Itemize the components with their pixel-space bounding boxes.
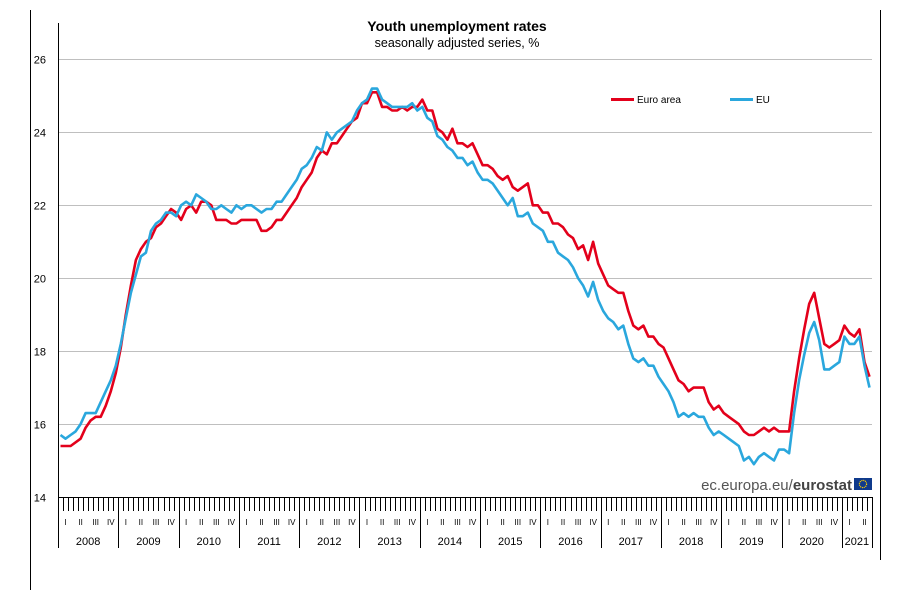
x-quarter-label: IV — [469, 518, 477, 527]
x-quarter-label: II — [681, 518, 685, 527]
y-tick-label-20: 20 — [34, 274, 46, 286]
x-quarter-label: III — [213, 518, 220, 527]
x-quarter-label: III — [273, 518, 280, 527]
x-quarter-label: I — [426, 518, 428, 527]
x-quarter-label: II — [199, 518, 203, 527]
x-quarter-label: IV — [167, 518, 175, 527]
x-quarter-label: IV — [770, 518, 778, 527]
x-year-label-2020: 2020 — [799, 536, 823, 548]
x-quarter-label: II — [440, 518, 444, 527]
x-quarter-label: III — [394, 518, 401, 527]
source-url-text: ec.europa.eu/eurostat — [701, 477, 852, 494]
x-quarter-label: I — [667, 518, 669, 527]
y-tick-label-22: 22 — [34, 201, 46, 213]
series-line-eu — [59, 87, 871, 466]
x-year-label-2021: 2021 — [845, 536, 869, 548]
x-quarter-label: II — [862, 518, 866, 527]
x-quarter-label: III — [695, 518, 702, 527]
x-quarter-label: I — [607, 518, 609, 527]
x-quarter-label: II — [78, 518, 82, 527]
x-quarter-label: IV — [650, 518, 658, 527]
x-quarter-label: I — [185, 518, 187, 527]
x-quarter-label: I — [245, 518, 247, 527]
y-axis: 14 16 18 20 22 24 26 — [34, 23, 59, 505]
x-quarter-label: I — [486, 518, 488, 527]
x-quarter-label: II — [380, 518, 384, 527]
x-year-label-2019: 2019 — [739, 536, 763, 548]
legend-label-eu: EU — [756, 95, 770, 106]
x-quarter-label: III — [153, 518, 160, 527]
x-quarter-label: I — [728, 518, 730, 527]
x-quarter-label: III — [756, 518, 763, 527]
x-quarter-label: III — [575, 518, 582, 527]
x-year-label-2008: 2008 — [76, 536, 100, 548]
x-year-label-2018: 2018 — [679, 536, 703, 548]
x-quarter-label: III — [514, 518, 521, 527]
x-quarter-label: IV — [589, 518, 597, 527]
x-quarter-label: II — [742, 518, 746, 527]
y-tick-label-26: 26 — [34, 55, 46, 67]
x-quarter-label: IV — [348, 518, 356, 527]
x-quarter-label: III — [334, 518, 341, 527]
x-quarter-label: IV — [831, 518, 839, 527]
y-tick-label-18: 18 — [34, 347, 46, 359]
series-lines — [59, 87, 871, 466]
x-year-label-2016: 2016 — [558, 536, 582, 548]
x-axis: I II III IV I II III IV I II III IV I II III IV I II III IV… — [58, 497, 873, 548]
x-year-label-2011: 2011 — [257, 536, 281, 548]
x-quarter-label: IV — [107, 518, 115, 527]
x-quarter-label: I — [64, 518, 66, 527]
x-quarter-label: IV — [529, 518, 537, 527]
x-quarter-label: IV — [408, 518, 416, 527]
x-quarter-label: II — [139, 518, 143, 527]
x-quarter-label: I — [125, 518, 127, 527]
x-year-label-2017: 2017 — [619, 536, 643, 548]
source-url-plain: ec.europa.eu/ — [701, 477, 794, 494]
x-quarter-label: II — [561, 518, 565, 527]
x-quarter-label: II — [259, 518, 263, 527]
series-line-euro-area — [60, 91, 871, 448]
chart-title: Youth unemployment rates — [367, 18, 547, 34]
source-url-bold: eurostat — [793, 477, 852, 494]
source-credit: ec.europa.eu/eurostat — [701, 477, 872, 494]
x-quarter-label: I — [547, 518, 549, 527]
x-quarter-label: III — [816, 518, 823, 527]
y-tick-label-24: 24 — [34, 128, 46, 140]
x-quarter-label: IV — [710, 518, 718, 527]
x-quarter-label: I — [366, 518, 368, 527]
x-quarter-label: II — [802, 518, 806, 527]
x-quarter-label: IV — [288, 518, 296, 527]
x-year-label-2015: 2015 — [498, 536, 522, 548]
legend-label-euro-area: Euro area — [637, 95, 681, 106]
x-year-label-2014: 2014 — [438, 536, 462, 548]
gridlines — [58, 59, 872, 425]
x-quarter-label: I — [788, 518, 790, 527]
x-quarter-label: III — [92, 518, 99, 527]
legend: Euro area EU — [611, 95, 770, 106]
x-quarter-label: III — [454, 518, 461, 527]
y-tick-label-14: 14 — [34, 493, 46, 505]
x-quarter-label: II — [500, 518, 504, 527]
x-quarter-label: II — [621, 518, 625, 527]
x-year-label-2009: 2009 — [136, 536, 160, 548]
x-quarter-label: II — [320, 518, 324, 527]
y-tick-label-16: 16 — [34, 420, 46, 432]
x-quarter-label: III — [635, 518, 642, 527]
x-year-label-2012: 2012 — [317, 536, 341, 548]
x-quarter-label: I — [306, 518, 308, 527]
eu-flag-icon — [854, 478, 872, 490]
x-quarter-label: IV — [228, 518, 236, 527]
x-year-label-2010: 2010 — [196, 536, 220, 548]
x-quarter-label: I — [848, 518, 850, 527]
chart-subtitle: seasonally adjusted series, % — [375, 36, 540, 50]
x-year-label-2013: 2013 — [377, 536, 401, 548]
